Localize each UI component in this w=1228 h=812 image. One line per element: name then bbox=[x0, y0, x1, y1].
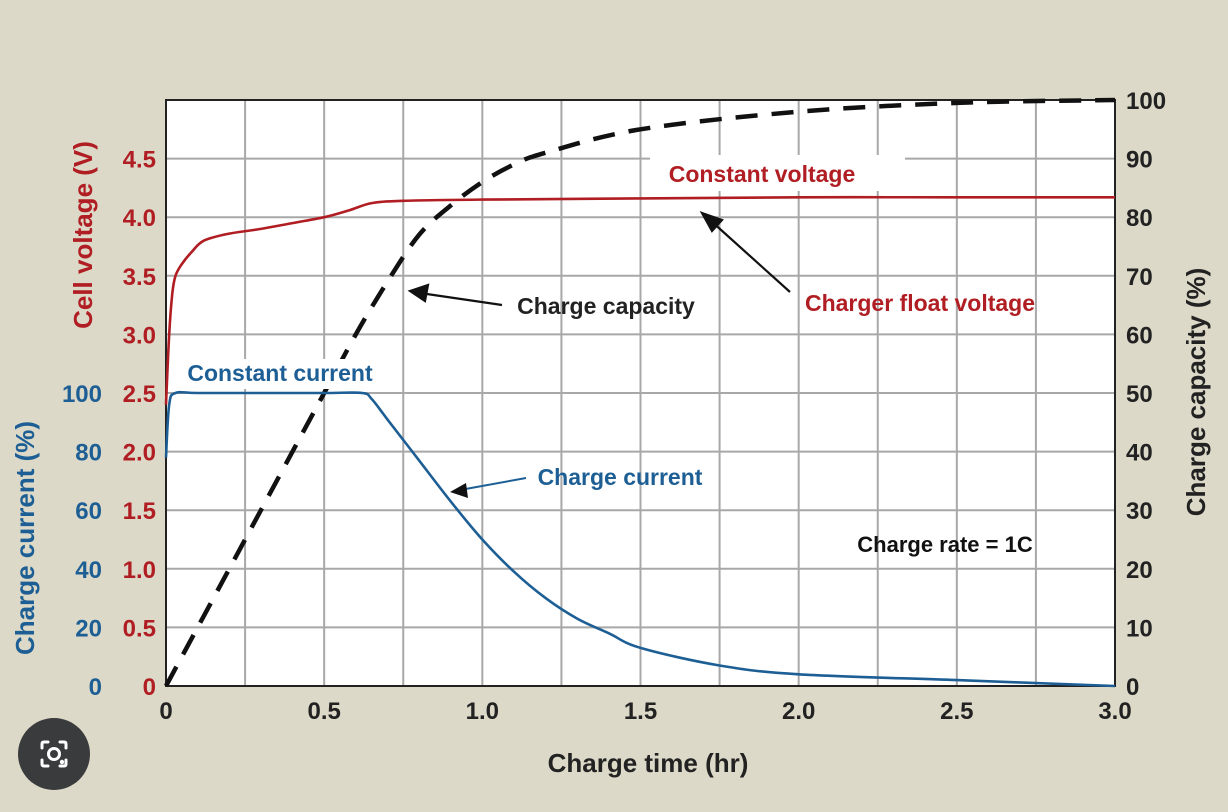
charge-current-arrow bbox=[459, 477, 527, 491]
voltage-tick-label: 1.0 bbox=[123, 557, 156, 584]
charge-rate-label: Charge rate = 1C bbox=[857, 532, 1033, 557]
constant-voltage-label: Constant voltage bbox=[669, 161, 856, 187]
float-voltage-arrow bbox=[699, 211, 791, 293]
capacity-tick-label: 30 bbox=[1126, 498, 1153, 525]
voltage-tick-label: 0.5 bbox=[123, 615, 156, 642]
x-tick-label: 0 bbox=[159, 698, 172, 725]
x-tick-label: 3.0 bbox=[1098, 698, 1131, 725]
x-tick-label: 1.5 bbox=[624, 698, 657, 725]
x-axis-title: Charge time (hr) bbox=[548, 748, 749, 778]
capacity-tick-label: 20 bbox=[1126, 557, 1153, 584]
current-tick-label: 100 bbox=[62, 381, 102, 408]
capacity-tick-label: 90 bbox=[1126, 147, 1153, 174]
x-tick-label: 2.0 bbox=[782, 698, 815, 725]
capacity-tick-label: 100 bbox=[1126, 88, 1166, 115]
charge-capacity-label: Charge capacity bbox=[517, 293, 695, 319]
capacity-tick-label: 40 bbox=[1126, 440, 1153, 467]
voltage-axis-title: Cell voltage (V) bbox=[68, 141, 98, 329]
google-lens-icon bbox=[40, 740, 68, 768]
capacity-tick-label: 50 bbox=[1126, 381, 1153, 408]
current-tick-label: 40 bbox=[75, 557, 102, 584]
voltage-tick-label: 3.5 bbox=[123, 264, 156, 291]
charge-current-arrowhead bbox=[450, 483, 468, 498]
voltage-tick-labels: 4.5 4.0 3.5 3.0 2.5 2.0 1.5 1.0 0.5 0 bbox=[123, 147, 156, 701]
current-tick-label: 80 bbox=[75, 440, 102, 467]
capacity-tick-label: 0 bbox=[1126, 674, 1139, 701]
google-lens-button[interactable] bbox=[18, 718, 90, 790]
cell-voltage-line bbox=[164, 195, 1115, 405]
current-tick-label: 0 bbox=[89, 674, 102, 701]
charger-float-voltage-label: Charger float voltage bbox=[805, 290, 1035, 316]
x-tick-labels: 0 0.5 1.0 1.5 2.0 2.5 3.0 bbox=[159, 698, 1131, 725]
voltage-tick-label: 3.0 bbox=[123, 322, 156, 349]
charge-current-line bbox=[164, 390, 1116, 688]
charge-capacity-arrow bbox=[407, 283, 503, 307]
current-axis-title: Charge current (%) bbox=[10, 421, 40, 655]
capacity-tick-label: 80 bbox=[1126, 205, 1153, 232]
voltage-tick-label: 2.5 bbox=[123, 381, 156, 408]
x-tick-label: 0.5 bbox=[307, 698, 340, 725]
voltage-tick-label: 2.0 bbox=[123, 440, 156, 467]
capacity-tick-label: 10 bbox=[1126, 615, 1153, 642]
voltage-tick-label: 0 bbox=[143, 674, 156, 701]
x-tick-label: 2.5 bbox=[940, 698, 973, 725]
capacity-tick-label: 60 bbox=[1126, 322, 1153, 349]
current-tick-labels: 100 80 60 40 20 0 bbox=[62, 381, 102, 701]
constant-current-label: Constant current bbox=[187, 360, 373, 386]
voltage-tick-label: 4.5 bbox=[123, 147, 156, 174]
current-tick-label: 60 bbox=[75, 498, 102, 525]
x-tick-label: 1.0 bbox=[466, 698, 499, 725]
capacity-axis-title: Charge capacity (%) bbox=[1181, 268, 1211, 517]
voltage-tick-label: 4.0 bbox=[123, 205, 156, 232]
constant-current-label-bg bbox=[172, 359, 388, 389]
current-tick-label: 20 bbox=[75, 615, 102, 642]
charge-capacity-line bbox=[164, 97, 1116, 688]
charge-current-label: Charge current bbox=[538, 464, 703, 490]
capacity-tick-label: 70 bbox=[1126, 264, 1153, 291]
voltage-tick-label: 1.5 bbox=[123, 498, 156, 525]
constant-voltage-label-bg bbox=[650, 155, 905, 191]
